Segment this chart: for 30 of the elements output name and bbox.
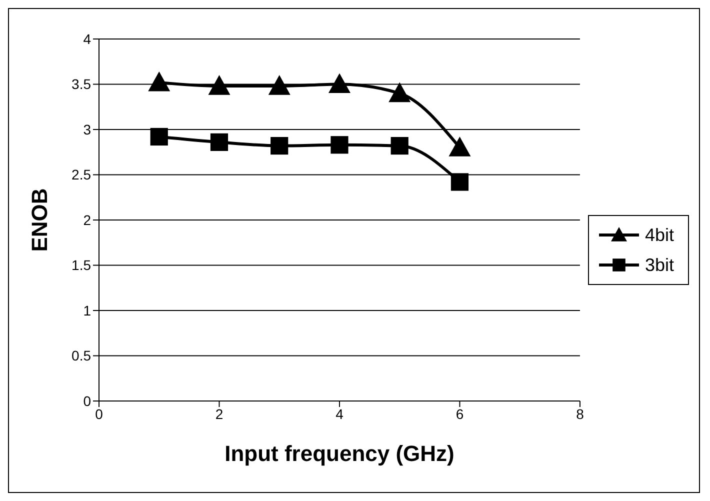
point [268,75,290,95]
x-tick-label: 0 [95,406,104,422]
y-axis-title: ENOB [26,188,52,252]
y-tick-label: 0.5 [72,348,92,364]
y-tick-label: 2.5 [72,166,92,183]
point [448,136,471,156]
point [150,128,168,146]
point [208,75,230,95]
point [390,136,408,155]
legend-label: 4bit [644,224,674,246]
y-tick-label: 3 [83,121,92,138]
point [270,136,288,155]
point [330,136,348,154]
x-tick-label: 2 [215,406,224,422]
point [148,71,170,92]
y-tick-label: 4 [83,30,92,47]
point [388,82,411,102]
y-tick-label: 2 [83,212,92,228]
x-tick-label: 6 [456,406,464,422]
x-tick-label: 8 [576,406,584,422]
y-tick-label: 0 [83,392,92,409]
point [210,133,228,151]
y-tick-label: 3.5 [72,76,92,92]
y-tick-label: 1.5 [72,257,92,274]
point [450,173,469,191]
point [328,73,350,94]
y-tick-label: 1 [83,302,92,318]
x-axis-title: Input frequency (GHz) [224,441,454,466]
legend-label: 3bit [644,254,674,276]
x-tick-label: 4 [336,406,344,422]
